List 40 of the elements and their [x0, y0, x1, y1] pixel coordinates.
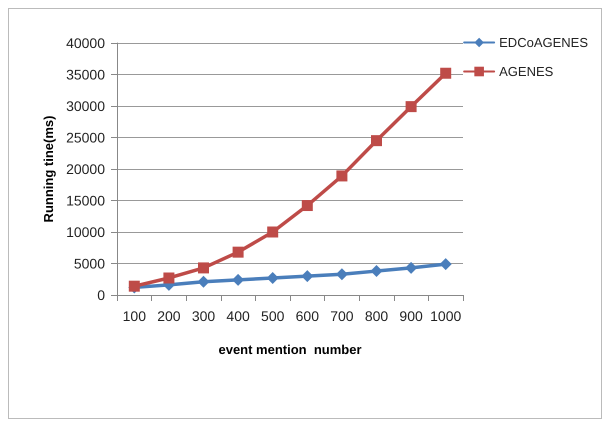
x-tick-label: 300: [192, 308, 216, 324]
point: [198, 262, 209, 274]
y-axis-title: Running tine(ms): [41, 116, 56, 222]
point: [336, 170, 348, 182]
x-tick-label: 500: [261, 308, 285, 324]
x-axis-title: event mention number: [218, 342, 362, 357]
x-tick-label: 600: [296, 308, 320, 324]
y-tick-label: 15000: [66, 192, 106, 208]
point: [198, 276, 210, 288]
legend-label: EDCoAGENES: [499, 35, 588, 50]
y-tick-label: 0: [97, 287, 106, 303]
point: [267, 226, 278, 238]
x-tick-label: 800: [364, 308, 388, 324]
point: [440, 258, 452, 270]
point: [301, 270, 314, 282]
point: [405, 262, 418, 274]
y-tick-label: 40000: [66, 35, 106, 51]
x-tick-label: 900: [399, 308, 423, 324]
point: [266, 272, 279, 284]
point: [163, 272, 174, 284]
legend-label: AGENES: [499, 64, 554, 79]
y-tick-label: 5000: [74, 256, 106, 272]
point: [232, 274, 244, 286]
y-tick-label: 30000: [66, 98, 106, 114]
point: [440, 68, 452, 79]
y-tick-label: 25000: [66, 130, 106, 146]
point: [232, 246, 244, 258]
point: [336, 268, 348, 280]
x-tick-label: 1000: [430, 308, 462, 324]
point: [302, 200, 313, 212]
x-tick-label: 700: [330, 308, 354, 324]
point: [370, 265, 382, 278]
x-tick-label: 200: [157, 308, 181, 324]
x-tick-label: 400: [226, 308, 250, 324]
y-tick-label: 20000: [66, 161, 106, 177]
point: [406, 101, 417, 112]
y-tick-label: 10000: [66, 224, 106, 240]
y-tick-label: 35000: [66, 66, 106, 82]
x-tick-label: 100: [122, 308, 146, 324]
point: [371, 135, 382, 146]
